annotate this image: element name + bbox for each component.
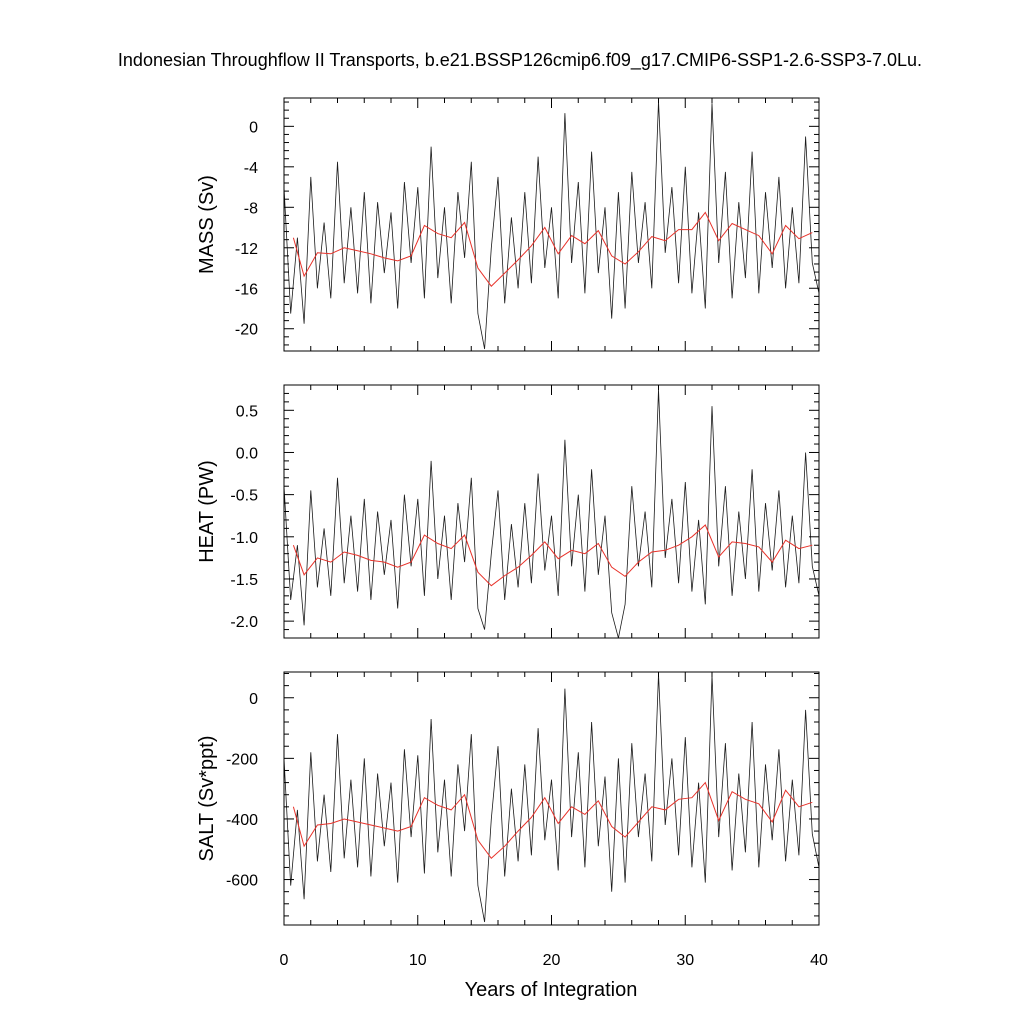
y-tick-label: -600 bbox=[226, 873, 258, 890]
series-annual-mean-line bbox=[292, 524, 813, 587]
y-tick-label: -12 bbox=[235, 241, 258, 258]
y-axis-label: SALT (Sv*ppt) bbox=[196, 736, 218, 862]
x-axis-label: Years of Integration bbox=[465, 979, 638, 1001]
y-tick-label: 0 bbox=[249, 691, 258, 708]
y-tick-label: -0.5 bbox=[230, 488, 258, 505]
y-tick-label: -2.0 bbox=[230, 614, 258, 631]
y-tick-label: -16 bbox=[235, 281, 258, 298]
series-annual-mean-line bbox=[292, 781, 813, 860]
x-tick-label: 10 bbox=[409, 952, 427, 969]
panel-salt: 0 -200 -400 -600 0 10 20 30 40 SALT (Sv*ppt) bbox=[196, 671, 828, 969]
x-tick-label: 0 bbox=[280, 952, 289, 969]
y-tick-label: 0.5 bbox=[236, 403, 258, 420]
x-tick-label: 30 bbox=[676, 952, 694, 969]
y-tick-label: -200 bbox=[226, 751, 258, 768]
series-monthly-line bbox=[283, 389, 820, 639]
y-tick-label: -8 bbox=[244, 200, 258, 217]
plot-frame bbox=[283, 671, 820, 926]
y-tick-label: -1.5 bbox=[230, 572, 258, 589]
y-axis-label: HEAT (PW) bbox=[196, 460, 218, 563]
y-tick-label: -4 bbox=[244, 160, 258, 177]
y-tick-label: 0 bbox=[249, 119, 258, 136]
series-annual-mean-line bbox=[292, 211, 813, 287]
y-tick-label: -1.0 bbox=[230, 530, 258, 547]
x-tick-label: 20 bbox=[543, 952, 561, 969]
x-tick-label: 40 bbox=[810, 952, 828, 969]
y-tick-label: 0.0 bbox=[236, 445, 258, 462]
chart-title: Indonesian Throughflow II Transports, b.… bbox=[118, 50, 922, 71]
series-monthly-line bbox=[283, 673, 820, 923]
panel-heat: 0.5 0.0 -0.5 -1.0 -1.5 -2.0 HEAT (PW) bbox=[196, 384, 820, 639]
y-tick-label: -20 bbox=[235, 322, 258, 339]
panel-mass: 0 -4 -8 -12 -16 -20 MASS (Sv) bbox=[196, 97, 820, 352]
plot-frame bbox=[283, 97, 820, 352]
series-monthly-line bbox=[283, 100, 820, 350]
y-axis-label: MASS (Sv) bbox=[196, 175, 218, 274]
y-tick-label: -400 bbox=[226, 812, 258, 829]
